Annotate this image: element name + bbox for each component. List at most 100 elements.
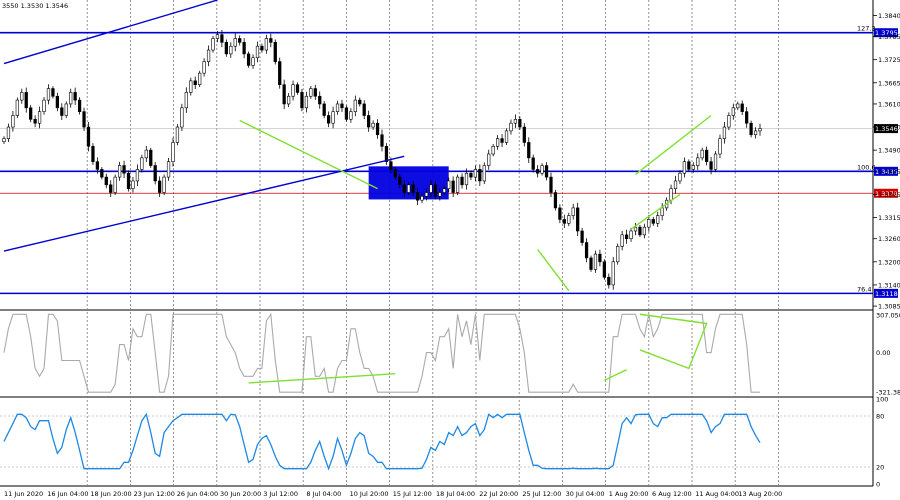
rsi-tick-label: 100	[876, 396, 888, 404]
candle-body	[2, 138, 6, 142]
candle-body	[331, 111, 335, 124]
candle-body	[184, 92, 188, 109]
candle-body	[473, 169, 478, 178]
price-tag: 1.3435	[875, 168, 898, 176]
candle-body	[562, 219, 566, 224]
candle-body	[175, 126, 180, 143]
candle-body	[527, 142, 531, 159]
candle-body	[60, 107, 64, 116]
candle-body	[638, 226, 642, 236]
candle-body	[705, 149, 709, 162]
candle-body	[286, 95, 291, 105]
candle-body	[753, 130, 758, 136]
candle-body	[318, 95, 322, 105]
candle-body	[740, 103, 744, 112]
candle-body	[620, 234, 624, 247]
candle-body	[64, 103, 68, 116]
y-tick-label: 1.3315	[878, 214, 900, 222]
candle-body	[673, 180, 678, 189]
candle-body	[629, 230, 633, 239]
current-price-tag: 1.3546	[875, 125, 898, 133]
x-tick-label: 30 Jun 20:00	[220, 490, 261, 498]
candle-body	[37, 111, 42, 124]
candle-body	[749, 122, 753, 136]
candle-body	[95, 161, 100, 170]
fib-label: 100.0	[857, 163, 876, 171]
candle-body	[131, 180, 135, 189]
y-tick-label: 1.3490	[878, 147, 900, 155]
candle-body	[211, 38, 215, 51]
price-tag: 1.3378	[875, 190, 898, 198]
x-tick-label: 15 Jul 12:00	[393, 490, 432, 498]
trendline	[3, 155, 405, 252]
y-tick-label: 1.3435	[878, 168, 900, 176]
candle-body	[602, 261, 606, 278]
candle-body	[349, 111, 353, 120]
candle-body	[149, 149, 153, 166]
candle-body	[713, 153, 718, 170]
candle-body	[327, 115, 331, 124]
rsi-tick-label: 80	[876, 413, 884, 421]
candle-body	[193, 80, 197, 85]
candle-body	[656, 215, 660, 224]
candle-body	[322, 103, 326, 116]
trendlines	[3, 0, 712, 292]
candle-body	[358, 99, 362, 105]
y-tick-label: 1.3140	[878, 281, 900, 289]
candle-body	[633, 226, 638, 232]
candle-body	[33, 119, 37, 124]
candle-body	[669, 188, 673, 201]
candle-body	[353, 99, 357, 112]
candle-body	[313, 88, 317, 97]
y-tick-label: 1.3785	[878, 33, 900, 41]
rsi-tick-label: 20	[876, 464, 884, 472]
candle-body	[491, 146, 495, 155]
candle-body	[246, 53, 251, 66]
candle-body	[206, 49, 211, 62]
candle-body	[251, 57, 255, 66]
x-tick-label: 6 Aug 12:00	[652, 490, 692, 498]
candle-body	[335, 103, 340, 112]
candle-body	[51, 88, 55, 97]
candle-body	[745, 111, 749, 124]
candle-body	[580, 230, 584, 243]
candle-body	[576, 207, 580, 232]
candle-body	[513, 119, 518, 124]
candle-body	[109, 184, 113, 193]
candle-body	[584, 242, 589, 259]
price-axis-ticks: 1.3795 1.3435 1.3378 1.3118 1.3840 1.3785 1.37…	[873, 12, 900, 311]
candle-body	[589, 257, 593, 270]
candle-body	[224, 42, 228, 55]
candle-body	[158, 180, 162, 193]
candle-body	[371, 122, 375, 128]
x-tick-label: 16 Jun 04:00	[47, 490, 88, 498]
candle-body	[464, 172, 469, 186]
candle-body	[509, 122, 513, 132]
candle-body	[375, 122, 380, 136]
candle-body	[758, 128, 762, 132]
candle-body	[69, 92, 73, 105]
candle-body	[82, 111, 86, 128]
cci-line	[3, 312, 760, 393]
price-tag-bg	[874, 166, 898, 176]
candle-body	[171, 142, 175, 162]
candle-body	[367, 115, 371, 128]
price-tag: 1.3118	[875, 290, 898, 298]
candle-body	[647, 219, 651, 228]
candle-body	[411, 184, 415, 193]
candle-body	[180, 107, 184, 128]
trendline	[635, 114, 712, 175]
x-tick-label: 23 Jun 12:00	[134, 490, 175, 498]
candle-body	[55, 95, 59, 109]
candle-body	[553, 192, 558, 209]
horizontal-levels: 127.2 100.0 76.4	[0, 25, 876, 295]
candle-body	[415, 192, 420, 201]
candle-body	[29, 107, 33, 120]
y-tick-label: 1.3375	[878, 191, 900, 199]
x-tick-label: 11 Jun 2020	[4, 490, 43, 498]
price-tag-bg	[874, 28, 898, 38]
candle-body	[260, 45, 264, 51]
y-tick-label: 1.3200	[878, 258, 900, 266]
candle-body	[273, 42, 277, 62]
